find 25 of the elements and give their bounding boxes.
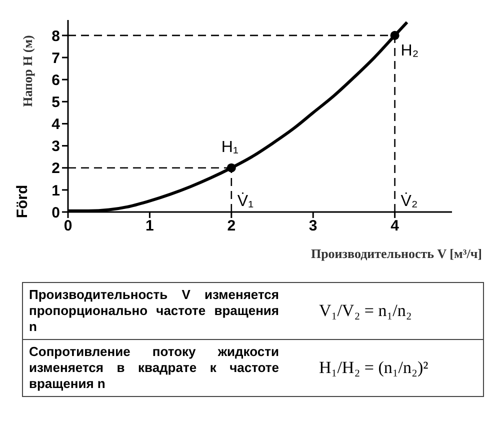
x-tick-label: 4 (390, 218, 400, 235)
y-tick-label: 2 (52, 160, 60, 178)
text: H₁/H₂ = (n₁/n₂)² (318, 357, 430, 379)
ref-line-label: V̇₂ (400, 192, 418, 210)
y-tick-label: 0 (52, 204, 60, 222)
y-tick-label: 8 (52, 28, 60, 45)
y-tick-label: 4 (52, 116, 61, 134)
annotation: H₁ (221, 138, 238, 156)
y-tick-label: 5 (52, 94, 60, 111)
x-axis-title: Производительность V [м³/ч] (310, 246, 482, 262)
y-tick-label: 3 (52, 138, 60, 156)
text: V₁/V₂ = n₁/n₂ (318, 300, 413, 322)
y-tick-label: 7 (52, 50, 60, 67)
x-tick-label: 1 (146, 218, 154, 235)
x-tick-label: 3 (308, 218, 318, 235)
text: Сопротивление потоку жидкости изменяется в квадрате к частоте вращения n (29, 344, 279, 392)
text: Förd (14, 184, 32, 218)
y-tick-label: 1 (52, 182, 60, 200)
ref-line-label: V̇₁ (237, 192, 254, 210)
x-tick-label: 2 (227, 218, 236, 235)
annotation: H₂ (400, 42, 419, 60)
text: Производительность V изменяется пропорционально частоте вращения n (29, 287, 279, 335)
y-axis-title: Напор H (м) (20, 35, 36, 107)
x-tick-label: 0 (64, 218, 72, 235)
y-tick-label: 6 (52, 72, 60, 89)
